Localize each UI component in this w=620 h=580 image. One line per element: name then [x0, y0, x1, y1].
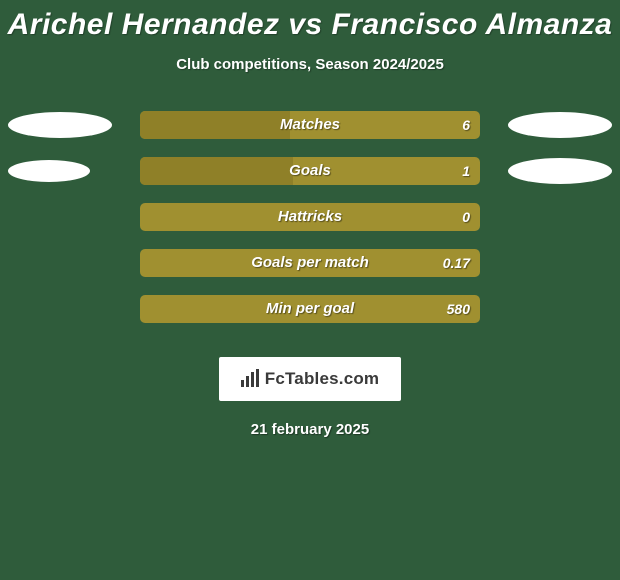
player-left-ellipse: [8, 112, 112, 138]
player-right-ellipse: [508, 112, 612, 138]
bar-track: [140, 203, 480, 231]
snapshot-date: 21 february 2025: [0, 421, 620, 438]
source-badge: FcTables.com: [219, 357, 402, 401]
stat-row: Matches6: [0, 111, 620, 139]
bars-icon: [241, 369, 261, 387]
bar-fill: [140, 157, 293, 185]
comparison-infographic: Arichel Hernandez vs Francisco Almanza C…: [0, 0, 620, 580]
stat-row: Goals1: [0, 157, 620, 185]
page-title: Arichel Hernandez vs Francisco Almanza: [0, 0, 620, 42]
bar-fill: [140, 111, 290, 139]
player-right-ellipse: [508, 158, 612, 184]
player-left-ellipse: [8, 160, 90, 182]
stat-row: Goals per match0.17: [0, 249, 620, 277]
stat-row: Min per goal580: [0, 295, 620, 323]
page-subtitle: Club competitions, Season 2024/2025: [0, 56, 620, 73]
bar-track: [140, 295, 480, 323]
source-badge-text: FcTables.com: [265, 369, 380, 388]
stat-row: Hattricks0: [0, 203, 620, 231]
stat-rows: Matches6 Goals1 Hattricks0 Goals per match0…: [0, 111, 620, 323]
bar-track: [140, 249, 480, 277]
